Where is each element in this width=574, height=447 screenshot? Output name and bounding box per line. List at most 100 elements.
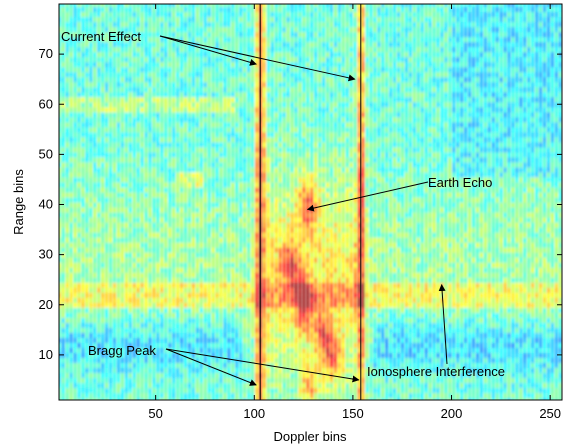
heatmap-cell <box>357 272 361 278</box>
heatmap-cell <box>172 387 175 394</box>
heatmap-cell <box>302 367 306 373</box>
heatmap-cell <box>495 317 499 323</box>
heatmap-cell <box>168 387 172 394</box>
heatmap-cell <box>77 307 81 313</box>
heatmap-cell <box>326 267 329 273</box>
heatmap-cell <box>172 397 175 400</box>
heatmap-cell <box>448 392 452 399</box>
heatmap-cell <box>61 242 65 248</box>
heatmap-cell <box>192 367 195 373</box>
heatmap-cell <box>113 302 116 308</box>
heatmap-cell <box>527 217 531 223</box>
heatmap-cell <box>129 227 132 233</box>
heatmap-cell <box>251 252 254 258</box>
heatmap-cell <box>117 392 120 399</box>
heatmap-cell <box>180 242 183 248</box>
heatmap-cell <box>472 227 475 233</box>
heatmap-cell <box>488 242 491 248</box>
heatmap-cell <box>61 207 65 213</box>
heatmap-cell <box>499 297 503 303</box>
heatmap-cell <box>93 352 97 358</box>
heatmap-cell <box>381 247 385 253</box>
heatmap-cell <box>507 367 511 373</box>
heatmap-cell <box>275 312 278 318</box>
heatmap-cell <box>456 342 460 348</box>
heatmap-cell <box>121 367 124 373</box>
heatmap-cell <box>93 257 97 263</box>
heatmap-cell <box>342 302 345 308</box>
heatmap-cell <box>444 327 448 333</box>
heatmap-cell <box>271 227 274 233</box>
heatmap-cell <box>539 247 542 253</box>
heatmap-cell <box>361 232 365 238</box>
heatmap-cell <box>369 347 373 353</box>
heatmap-cell <box>109 337 112 343</box>
heatmap-cell <box>302 312 306 318</box>
heatmap-cell <box>448 397 452 400</box>
heatmap-cell <box>89 277 93 283</box>
heatmap-cell <box>432 362 436 368</box>
heatmap-cell <box>484 227 487 233</box>
heatmap-cell <box>507 262 511 268</box>
heatmap-cell <box>503 272 507 278</box>
heatmap-cell <box>81 317 85 323</box>
heatmap-cell <box>113 357 116 363</box>
heatmap-cell <box>357 207 361 213</box>
heatmap-cell <box>93 242 97 248</box>
heatmap-cell <box>342 362 345 368</box>
heatmap-cell <box>101 292 104 298</box>
heatmap-cell <box>346 207 349 213</box>
heatmap-cell <box>551 312 554 318</box>
heatmap-cell <box>282 362 286 368</box>
heatmap-cell <box>357 232 361 238</box>
heatmap-cell <box>515 247 519 253</box>
heatmap-cell <box>184 252 187 258</box>
heatmap-cell <box>365 247 369 253</box>
heatmap-cell <box>196 307 199 313</box>
heatmap-cell <box>133 302 136 308</box>
heatmap-cell <box>338 287 341 293</box>
heatmap-cell <box>243 207 246 213</box>
heatmap-cell <box>93 392 97 399</box>
heatmap-cell <box>129 297 132 303</box>
heatmap-cell <box>278 377 282 383</box>
heatmap-cell <box>531 392 534 399</box>
heatmap-cell <box>77 377 81 383</box>
heatmap-cell <box>290 272 294 278</box>
heatmap-cell <box>227 217 231 223</box>
heatmap-cell <box>251 262 254 268</box>
heatmap-cell <box>136 367 140 373</box>
heatmap-cell <box>539 222 542 228</box>
heatmap-cell <box>507 297 511 303</box>
heatmap-cell <box>523 222 527 228</box>
heatmap-cell <box>140 352 144 358</box>
heatmap-cell <box>156 337 160 343</box>
heatmap-cell <box>172 272 175 278</box>
heatmap-cell <box>547 242 550 248</box>
heatmap-cell <box>381 282 385 288</box>
heatmap-cell <box>176 342 179 348</box>
heatmap-cell <box>251 297 254 303</box>
heatmap-cell <box>97 342 101 348</box>
heatmap-cell <box>543 332 546 338</box>
heatmap-cell <box>484 347 487 353</box>
heatmap-cell <box>144 247 148 253</box>
heatmap-cell <box>294 342 298 348</box>
heatmap-cell <box>188 282 191 288</box>
heatmap-cell <box>547 337 550 343</box>
heatmap-cell <box>507 337 511 343</box>
heatmap-cell <box>401 212 404 218</box>
heatmap-cell <box>338 227 341 233</box>
heatmap-cell <box>381 322 385 328</box>
heatmap-cell <box>539 342 542 348</box>
heatmap-cell <box>511 277 515 283</box>
heatmap-cell <box>349 382 353 389</box>
heatmap-cell <box>306 252 310 258</box>
heatmap-cell <box>515 362 519 368</box>
heatmap-cell <box>401 317 404 323</box>
heatmap-cell <box>448 247 452 253</box>
heatmap-cell <box>444 382 448 389</box>
heatmap-cell <box>140 247 144 253</box>
heatmap-cell <box>452 252 456 258</box>
heatmap-cell <box>306 262 310 268</box>
